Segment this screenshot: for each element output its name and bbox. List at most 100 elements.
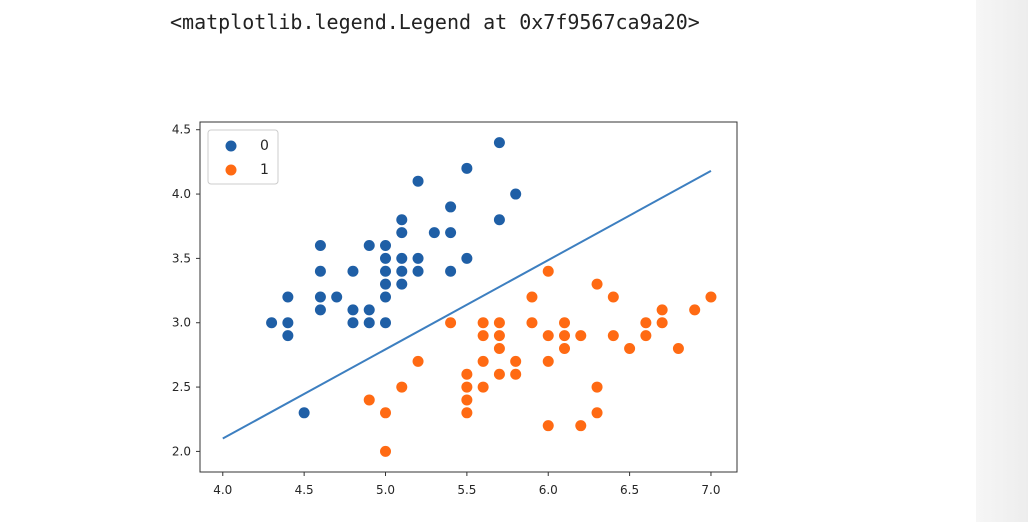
data-point-series-0 [461,162,473,174]
cell-output-text: <matplotlib.legend.Legend at 0x7f9567ca9… [170,10,700,34]
data-point-series-1 [461,368,473,380]
data-point-series-1 [656,304,668,316]
x-tick-label: 4.0 [213,483,232,497]
data-point-series-0 [347,317,359,329]
x-tick-label: 4.5 [295,483,314,497]
data-point-series-0 [266,317,278,329]
data-point-series-1 [705,291,717,303]
data-point-series-0 [380,252,392,264]
data-point-series-0 [363,240,375,252]
data-point-series-0 [314,304,326,316]
data-point-series-1 [380,407,392,419]
data-point-series-0 [510,188,522,200]
data-point-series-0 [282,317,294,329]
data-point-series-0 [428,227,440,239]
data-point-series-1 [461,407,473,419]
x-tick-label: 6.5 [620,483,639,497]
decision-boundary-line [222,170,712,440]
data-point-series-1 [477,330,489,342]
y-tick-label: 2.5 [172,380,191,394]
data-point-series-1 [640,330,652,342]
data-point-series-1 [363,394,375,406]
data-point-series-0 [445,227,457,239]
data-point-series-1 [559,342,571,354]
data-point-series-1 [396,381,408,393]
data-point-series-1 [477,355,489,367]
y-tick-label: 3.0 [172,316,191,330]
data-point-series-0 [380,265,392,277]
data-point-series-0 [347,265,359,277]
x-tick-label: 7.0 [701,483,720,497]
data-point-series-0 [396,252,408,264]
data-point-series-1 [591,278,603,290]
x-tick-label: 5.5 [457,483,476,497]
data-point-series-0 [493,214,505,226]
data-point-series-1 [542,330,554,342]
data-point-series-1 [412,355,424,367]
data-point-series-1 [477,317,489,329]
data-point-series-0 [396,214,408,226]
data-point-series-0 [396,227,408,239]
data-point-series-1 [591,381,603,393]
data-point-series-1 [559,317,571,329]
data-point-series-0 [445,265,457,277]
data-point-series-0 [282,291,294,303]
data-point-series-1 [542,265,554,277]
data-point-series-1 [575,420,587,432]
data-point-series-1 [624,342,636,354]
data-point-series-1 [380,445,392,457]
scatter-points-layer [266,137,717,457]
decision-boundary-layer [222,170,712,440]
data-point-series-1 [461,394,473,406]
data-point-series-0 [412,265,424,277]
data-point-series-0 [363,304,375,316]
data-point-series-1 [656,317,668,329]
data-point-series-1 [640,317,652,329]
data-point-series-0 [461,252,473,264]
data-point-series-0 [412,175,424,187]
data-point-series-0 [493,137,505,149]
scrollbar-gutter[interactable] [976,0,1028,522]
data-point-series-1 [510,355,522,367]
x-tick-label: 6.0 [539,483,558,497]
x-tick-label: 5.0 [376,483,395,497]
legend-frame [207,129,279,185]
y-tick-label: 3.5 [172,251,191,265]
data-point-series-1 [526,317,538,329]
data-point-series-1 [591,407,603,419]
data-point-series-1 [493,342,505,354]
legend-label-series-0: 0 [260,138,269,154]
y-tick-label: 4.5 [172,123,191,137]
data-point-series-1 [526,291,538,303]
data-point-series-0 [380,291,392,303]
data-point-series-1 [493,317,505,329]
data-point-series-1 [542,355,554,367]
data-point-series-1 [607,291,619,303]
data-point-series-0 [396,278,408,290]
data-point-series-0 [363,317,375,329]
data-point-series-0 [282,330,294,342]
axes-frame [199,121,738,473]
data-point-series-1 [493,368,505,380]
legend-marker-series-1 [225,164,237,176]
data-point-series-0 [298,407,310,419]
data-point-series-0 [314,291,326,303]
y-tick-label: 4.0 [172,187,191,201]
data-point-series-0 [331,291,343,303]
data-point-series-0 [347,304,359,316]
data-point-series-0 [412,252,424,264]
legend: 0 1 [207,129,279,185]
x-axis-ticks: 4.0 4.5 5.0 5.5 6.0 6.5 7.0 [213,472,721,497]
data-point-series-0 [314,265,326,277]
data-point-series-1 [510,368,522,380]
data-point-series-1 [607,330,619,342]
data-point-series-1 [689,304,701,316]
data-point-series-1 [542,420,554,432]
legend-label-series-1: 1 [260,162,269,178]
data-point-series-1 [493,330,505,342]
data-point-series-1 [477,381,489,393]
data-point-series-0 [380,278,392,290]
data-point-series-0 [445,201,457,213]
